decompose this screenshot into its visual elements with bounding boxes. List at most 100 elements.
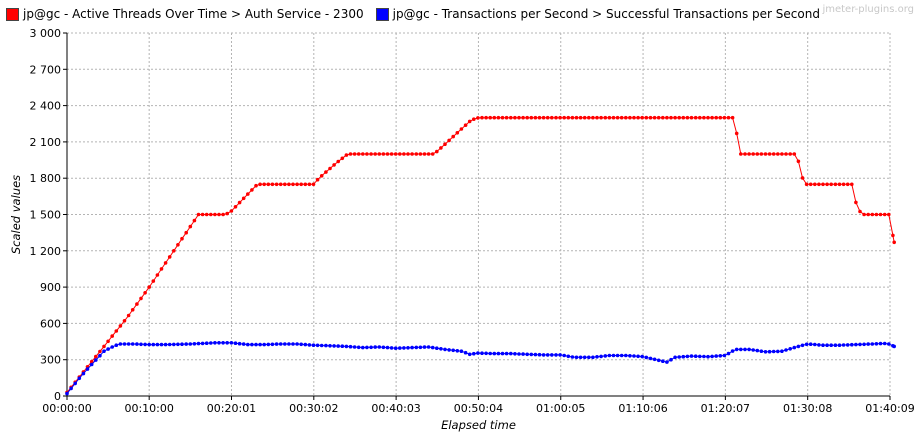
x-axis-label: Elapsed time bbox=[441, 418, 516, 432]
data-point bbox=[739, 347, 743, 352]
data-point bbox=[726, 115, 731, 120]
data-point bbox=[373, 345, 378, 349]
legend-item-transactions[interactable]: jp@gc - Transactions per Second > Succes… bbox=[375, 7, 820, 21]
data-point bbox=[570, 115, 575, 120]
data-point bbox=[882, 212, 887, 217]
legend-swatch-red bbox=[6, 7, 19, 21]
data-point bbox=[702, 115, 706, 120]
data-point bbox=[628, 354, 632, 358]
data-point bbox=[283, 182, 287, 187]
data-point bbox=[550, 353, 554, 357]
data-point bbox=[500, 351, 505, 356]
data-point bbox=[361, 345, 365, 350]
data-point bbox=[624, 353, 628, 358]
data-point bbox=[311, 343, 316, 348]
data-point bbox=[652, 357, 657, 362]
data-point bbox=[254, 183, 258, 188]
data-point bbox=[307, 182, 312, 187]
data-point bbox=[537, 352, 542, 357]
data-point bbox=[69, 386, 73, 391]
data-point bbox=[233, 341, 238, 346]
data-point bbox=[209, 212, 213, 217]
data-point bbox=[315, 177, 320, 182]
data-point bbox=[459, 349, 464, 354]
x-tick-label: 01:10:06 bbox=[618, 402, 667, 415]
data-point bbox=[714, 354, 718, 358]
data-point bbox=[422, 152, 427, 156]
data-point bbox=[661, 115, 665, 120]
data-point bbox=[685, 354, 690, 359]
data-point bbox=[130, 342, 135, 346]
data-point bbox=[435, 149, 439, 154]
x-tick-label: 01:40:09 bbox=[865, 402, 914, 415]
data-point bbox=[878, 212, 883, 217]
data-point bbox=[619, 115, 624, 120]
data-point bbox=[151, 342, 156, 347]
data-point bbox=[439, 146, 443, 150]
data-point bbox=[319, 174, 324, 178]
data-point bbox=[106, 339, 110, 344]
data-point bbox=[303, 342, 308, 347]
y-tick-label: 3 000 bbox=[30, 27, 62, 40]
data-point bbox=[513, 115, 517, 120]
data-point bbox=[389, 152, 394, 156]
data-point bbox=[648, 115, 653, 120]
data-point bbox=[574, 355, 579, 360]
data-point bbox=[278, 182, 283, 187]
data-point bbox=[488, 115, 493, 120]
data-point bbox=[525, 115, 529, 120]
data-point bbox=[167, 255, 172, 259]
legend-item-active-threads[interactable]: jp@gc - Active Threads Over Time > Auth … bbox=[6, 7, 364, 21]
data-point bbox=[217, 341, 221, 345]
data-point bbox=[356, 345, 361, 350]
data-point bbox=[591, 355, 595, 360]
data-point bbox=[558, 115, 562, 120]
data-point bbox=[509, 115, 513, 120]
data-point bbox=[582, 115, 587, 120]
y-tick-label: 1 500 bbox=[30, 209, 62, 222]
data-point bbox=[722, 353, 727, 358]
data-point bbox=[771, 152, 776, 156]
data-point bbox=[324, 343, 328, 348]
data-point bbox=[644, 355, 649, 360]
data-point bbox=[393, 152, 398, 156]
data-point bbox=[237, 341, 242, 346]
data-point bbox=[451, 134, 456, 139]
data-point bbox=[356, 152, 361, 156]
data-point bbox=[743, 347, 747, 352]
data-point bbox=[739, 152, 743, 156]
data-point bbox=[422, 345, 427, 349]
data-point bbox=[751, 152, 755, 156]
data-point bbox=[274, 182, 279, 187]
data-point bbox=[406, 346, 410, 350]
data-point bbox=[192, 342, 197, 346]
data-point bbox=[718, 354, 723, 358]
data-point bbox=[369, 152, 373, 156]
data-point bbox=[862, 212, 866, 217]
data-point bbox=[804, 182, 809, 187]
data-point bbox=[574, 115, 579, 120]
data-point bbox=[808, 182, 813, 187]
data-point bbox=[665, 115, 669, 120]
data-point bbox=[414, 152, 419, 156]
data-point bbox=[114, 343, 119, 348]
data-point bbox=[155, 273, 160, 277]
data-point bbox=[328, 166, 332, 171]
data-point bbox=[513, 352, 517, 356]
data-point bbox=[825, 182, 829, 187]
data-point bbox=[344, 153, 349, 157]
data-point bbox=[710, 115, 714, 120]
data-point bbox=[870, 342, 875, 346]
data-point bbox=[698, 354, 702, 359]
data-point bbox=[784, 348, 788, 352]
data-point bbox=[410, 152, 414, 156]
data-point bbox=[517, 115, 521, 120]
data-point bbox=[225, 341, 229, 345]
data-point bbox=[455, 349, 460, 353]
data-point bbox=[250, 342, 254, 347]
data-point bbox=[767, 349, 772, 354]
data-point bbox=[484, 351, 488, 356]
y-tick-label: 2 700 bbox=[30, 63, 62, 76]
data-point bbox=[509, 351, 513, 356]
data-point bbox=[755, 152, 760, 156]
